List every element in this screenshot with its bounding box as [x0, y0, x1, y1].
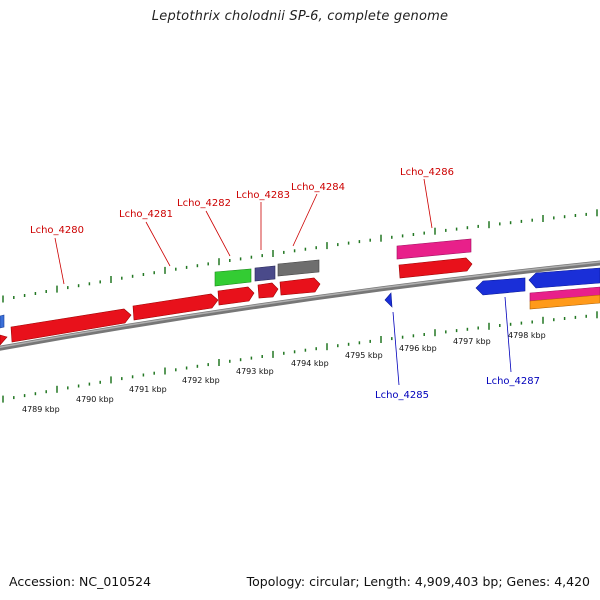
- label-leader: [54, 237, 65, 285]
- gene-label-lcho-4283[interactable]: Lcho_4283: [236, 190, 290, 201]
- gene-arrow-lcho-4283[interactable]: [257, 282, 279, 299]
- cds-box-orange[interactable]: [529, 294, 600, 310]
- cds-box-gray[interactable]: [277, 259, 320, 277]
- gene-arrow[interactable]: [0, 334, 8, 346]
- gene-arrow-lcho-4280[interactable]: [10, 308, 132, 343]
- kbp-label: 4798 kbp: [508, 331, 546, 340]
- topology-summary: Topology: circular; Length: 4,909,403 bp…: [246, 574, 590, 589]
- kbp-label: 4797 kbp: [453, 337, 491, 346]
- label-leader: [145, 221, 171, 267]
- kbp-label: 4795 kbp: [345, 351, 383, 360]
- upper-tick-row: [2, 209, 598, 303]
- map-title: Leptothrix cholodnii SP-6, complete geno…: [151, 9, 449, 24]
- genome-backbone: [0, 260, 600, 351]
- gene-label-lcho-4284[interactable]: Lcho_4284: [291, 182, 345, 193]
- cds-box-green[interactable]: [214, 268, 252, 287]
- forward-gene-labels: Lcho_4280 Lcho_4281 Lcho_4282 Lcho_4283 …: [30, 167, 454, 285]
- kbp-label: 4790 kbp: [76, 395, 114, 404]
- reverse-gene-labels: Lcho_4285 Lcho_4287: [375, 296, 540, 401]
- gene-label-lcho-4282[interactable]: Lcho_4282: [177, 198, 231, 209]
- cds-box-slate[interactable]: [254, 265, 276, 282]
- gene-arrow-lcho-4287[interactable]: [528, 267, 600, 289]
- gene-label-lcho-4285[interactable]: Lcho_4285: [375, 390, 429, 401]
- gene-label-lcho-4287[interactable]: Lcho_4287: [486, 376, 540, 387]
- kbp-label: 4789 kbp: [22, 405, 60, 414]
- gene-arrow-lcho-4281[interactable]: [132, 293, 219, 321]
- kbp-label: 4796 kbp: [399, 344, 437, 353]
- gene-arrow-reverse[interactable]: [475, 277, 526, 296]
- gene-arrow-lcho-4282[interactable]: [217, 286, 255, 306]
- gene-label-lcho-4281[interactable]: Lcho_4281: [119, 209, 173, 220]
- kbp-label: 4791 kbp: [129, 385, 167, 394]
- gene-label-lcho-4286[interactable]: Lcho_4286: [400, 167, 454, 178]
- genome-backbone-highlight: [0, 261, 600, 348]
- kbp-label: 4792 kbp: [182, 376, 220, 385]
- gene-arrow-lcho-4284[interactable]: [279, 277, 321, 296]
- reverse-strand-genes: [0, 267, 600, 329]
- label-leader: [392, 311, 400, 386]
- kbp-scale: 4789 kbp 4790 kbp 4791 kbp 4792 kbp 4793…: [22, 331, 546, 414]
- kbp-label: 4793 kbp: [236, 367, 274, 376]
- label-leader: [423, 178, 433, 229]
- label-leader: [205, 210, 231, 257]
- gene-arrow-lcho-4286[interactable]: [398, 257, 473, 279]
- accession-text: Accession: NC_010524: [9, 574, 152, 589]
- cds-box-magenta[interactable]: [529, 286, 600, 302]
- label-leader: [292, 193, 318, 247]
- lower-tick-row: [2, 311, 598, 403]
- feature-boxes: [214, 238, 472, 287]
- label-leader: [504, 296, 512, 373]
- gene-label-lcho-4280[interactable]: Lcho_4280: [30, 225, 84, 236]
- gene-arrow-reverse-left-edge[interactable]: [0, 314, 5, 329]
- forward-strand-genes: [0, 257, 473, 346]
- cds-box-pink[interactable]: [396, 238, 472, 260]
- gene-arrow-lcho-4285[interactable]: [384, 292, 393, 308]
- kbp-label: 4794 kbp: [291, 359, 329, 368]
